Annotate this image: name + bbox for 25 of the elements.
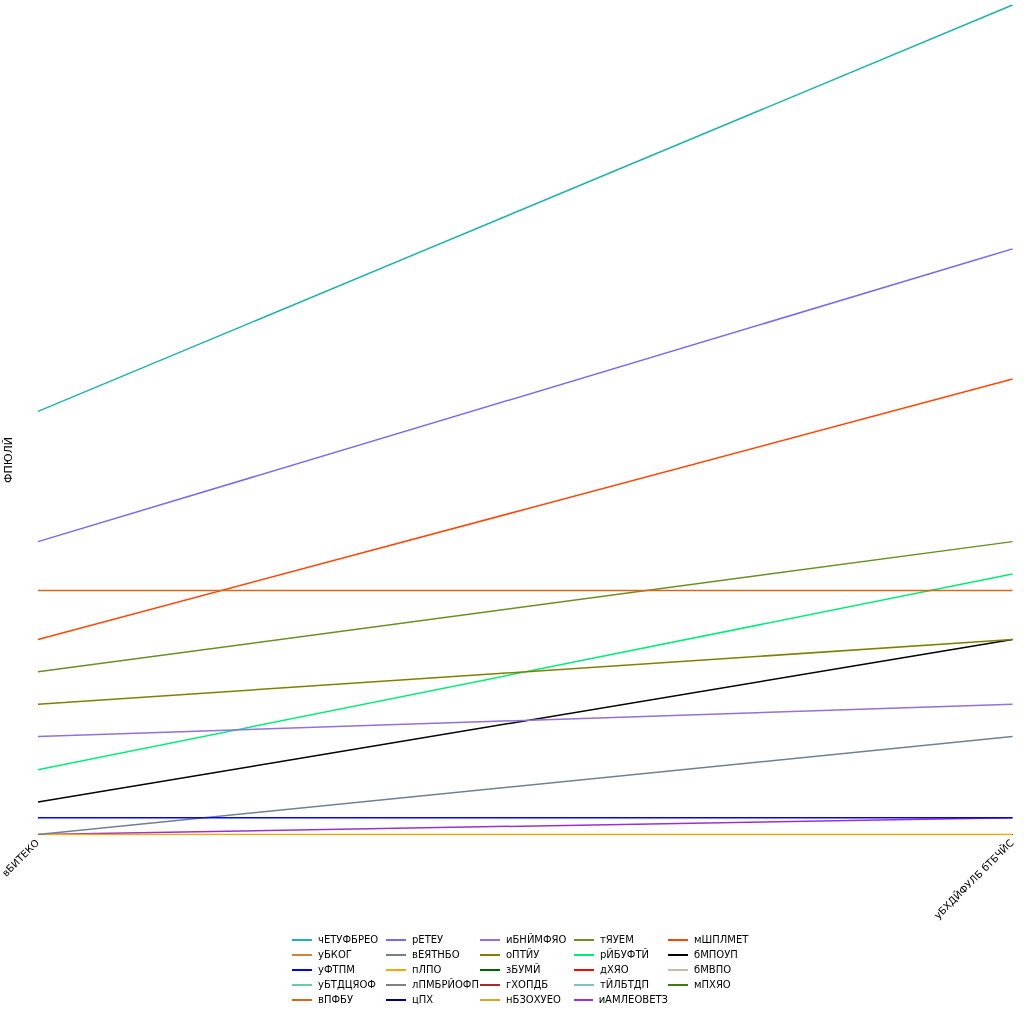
- legend-label: уБКОГ: [318, 949, 352, 960]
- legend-label: вЕЯТНБО: [412, 949, 460, 960]
- legend-label: дХЯО: [600, 964, 629, 975]
- legend-label: бМПОУП: [694, 949, 738, 960]
- legend-label: иАМЛЕОВЕТЗ: [598, 994, 668, 1005]
- legend-label: вПФБУ: [318, 994, 353, 1005]
- legend-label: оПТЙУ: [506, 949, 540, 960]
- legend-label: лПМБРЙОФП: [412, 979, 479, 990]
- legend-label: уФТПМ: [318, 964, 355, 975]
- legend-label: рЙБУФТЙ: [600, 949, 649, 960]
- legend-label: нБЗОХУЕО: [506, 994, 561, 1005]
- legend-label: тЙЛБТДП: [600, 979, 650, 990]
- legend-label: бМВПО: [694, 964, 732, 975]
- legend-label: рЕТЕУ: [412, 934, 444, 945]
- legend-label: гХОПДБ: [506, 979, 549, 990]
- legend-label: мПХЯО: [694, 979, 731, 990]
- legend-label: тЯУЕМ: [600, 934, 634, 945]
- legend-label: уБТДЦЯОФ: [318, 979, 376, 990]
- legend-label: цПХ: [412, 994, 434, 1005]
- legend-label: иБНЙМФЯО: [506, 934, 567, 945]
- legend-label: зБУМЙ: [506, 964, 541, 975]
- y-axis-title: ФПЮЛЙ: [1, 436, 15, 484]
- legend-label: мШПЛМЕТ: [694, 934, 749, 945]
- legend-label: пЛПО: [412, 964, 442, 975]
- legend-label: чЕТУФБРЕО: [318, 934, 379, 945]
